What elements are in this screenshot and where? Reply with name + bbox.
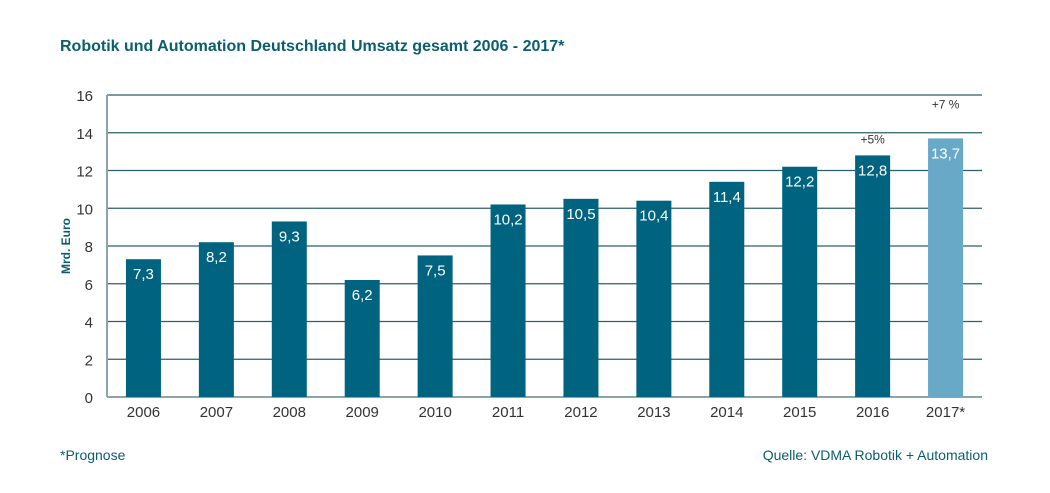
data-label: 10,5 [566, 206, 595, 223]
bar-2010 [417, 255, 453, 397]
y-tick-label: 16 [76, 88, 93, 105]
data-label: 10,2 [493, 211, 522, 228]
data-label: 12,8 [858, 162, 887, 179]
x-tick-label: 2016 [856, 404, 889, 421]
data-label: 8,2 [206, 249, 227, 266]
x-tick-label: 2006 [127, 404, 160, 421]
x-tick-label: 2008 [273, 404, 306, 421]
x-tick-label: 2013 [637, 404, 670, 421]
bar-2008 [271, 221, 307, 397]
y-tick-label: 10 [76, 201, 93, 218]
bar-2016 [855, 155, 891, 397]
x-tick-label: 2009 [346, 404, 379, 421]
y-tick-label: 6 [85, 277, 93, 294]
data-label: 11,4 [713, 189, 741, 206]
x-tick-label: 2014 [710, 404, 743, 421]
bar-2006 [125, 259, 161, 397]
y-tick-label: 0 [85, 390, 93, 407]
data-label: 7,5 [425, 262, 446, 279]
x-tick-label: 2017* [926, 404, 965, 421]
data-label: 10,4 [639, 208, 668, 225]
x-tick-label: 2010 [418, 404, 451, 421]
data-label: 12,2 [785, 174, 814, 191]
bar-2007 [198, 242, 234, 397]
y-tick-label: 12 [76, 164, 93, 181]
bar-2013 [636, 200, 672, 397]
y-tick-label: 2 [85, 352, 93, 369]
growth-annotation: +5% [860, 132, 885, 146]
y-tick-label: 14 [76, 126, 93, 143]
footnote: *Prognose [60, 447, 126, 463]
data-label: 9,3 [279, 228, 300, 245]
x-tick-label: 2012 [564, 404, 597, 421]
bar-2009 [344, 279, 380, 397]
y-axis-label: Mrd. Euro [59, 218, 73, 274]
data-label: 13,7 [931, 145, 960, 162]
bar-2012 [563, 198, 599, 397]
x-tick-label: 2015 [783, 404, 816, 421]
source-note: Quelle: VDMA Robotik + Automation [762, 447, 988, 463]
bar-2015 [782, 166, 818, 397]
x-tick-label: 2011 [492, 404, 524, 421]
data-label: 6,2 [352, 287, 373, 304]
chart-title: Robotik und Automation Deutschland Umsat… [60, 38, 565, 55]
bar-2011 [490, 204, 526, 397]
growth-annotation: +7 % [932, 97, 960, 111]
data-label: 7,3 [133, 266, 154, 283]
bar-2014 [709, 181, 745, 397]
x-tick-label: 2007 [200, 404, 233, 421]
bar-2017 [928, 138, 964, 397]
y-tick-label: 4 [85, 315, 93, 332]
y-tick-label: 8 [85, 239, 93, 256]
